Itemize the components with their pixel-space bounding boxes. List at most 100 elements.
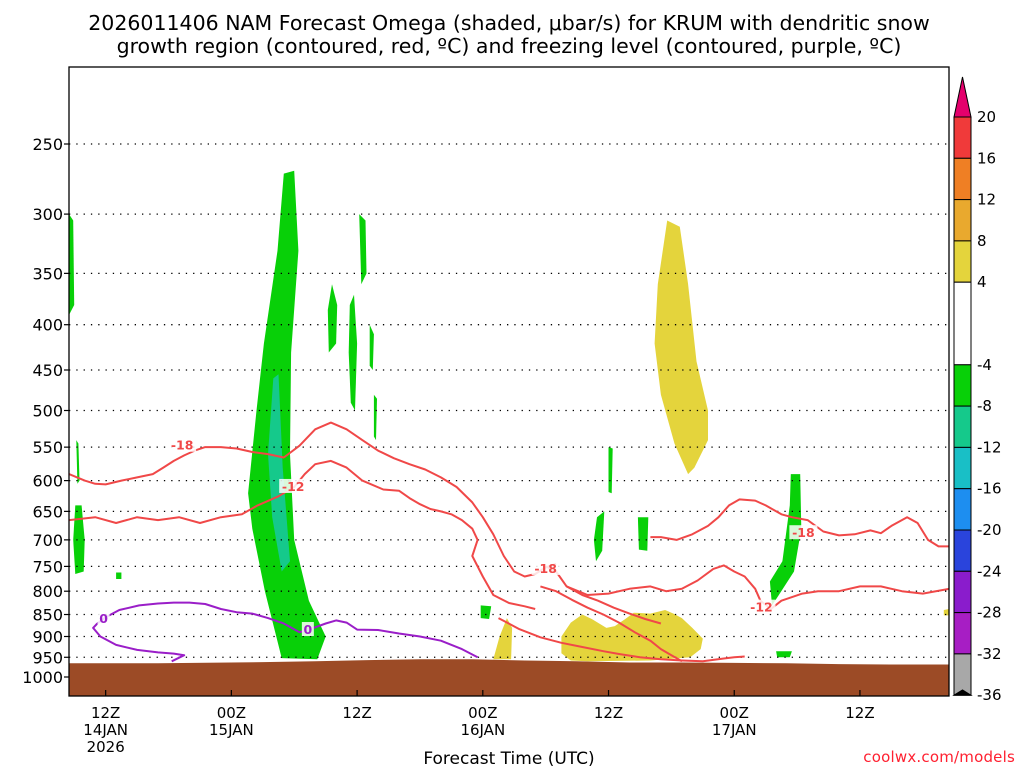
dgz-contour-3 (498, 617, 745, 663)
colorbar-bin-13 (953, 653, 972, 696)
y-tick-label-750: 750 (32, 557, 63, 576)
omega-region-upward-motion-mid-cell-2 (369, 324, 374, 370)
dgz-contour-2 (540, 585, 683, 663)
omega-region-upward-motion-mid-cell-3 (373, 394, 377, 441)
contour-label-1: -12 (282, 479, 305, 494)
colorbar-bin-4 (953, 240, 972, 283)
omega-region-upward-motion-left-edge (69, 214, 75, 315)
omega-region-upward-motion-tiny-blob (116, 572, 122, 579)
colorbar-label-9: -20 (977, 521, 1002, 539)
colorbar-label-5: -4 (977, 356, 992, 374)
colorbar-label-0: 20 (977, 108, 996, 126)
omega-region-subsidence-low-dome (561, 610, 703, 662)
x-tick-label-5-0: 00Z (720, 704, 749, 722)
colorbar-label-12: -32 (977, 645, 1002, 663)
freezing-level-contour-1 (92, 622, 186, 663)
omega-region-upward-motion-main-column (248, 170, 326, 660)
colorbar-label-3: 8 (977, 232, 987, 250)
colorbar-label-7: -12 (977, 438, 1002, 456)
x-axis-title: Forecast Time (UTC) (423, 749, 594, 768)
y-tick-label-850: 850 (32, 606, 63, 625)
dgz-contour-6 (650, 498, 949, 548)
colorbar-bottom-arrow (952, 689, 973, 696)
colorbar-bin-7 (953, 405, 972, 448)
omega-shading-layer (69, 170, 949, 662)
y-tick-label-400: 400 (32, 316, 63, 335)
y-tick-label-950: 950 (32, 648, 63, 667)
x-tick-label-0-0: 12Z (91, 704, 120, 722)
colorbar-bin-5 (953, 281, 972, 366)
contour-label-3: -18 (792, 525, 815, 540)
x-tick-label-5-1: 17JAN (712, 721, 757, 739)
x-tick-label-4-0: 12Z (594, 704, 623, 722)
contour-label-6: 0 (99, 611, 108, 626)
x-tick-label-6-0: 12Z (845, 704, 874, 722)
omega-region-upward-motion-lower-cell (480, 605, 492, 619)
dgz-contour-5 (566, 564, 949, 610)
chart-title-line-1: 2026011406 NAM Forecast Omega (shaded, μ… (88, 11, 930, 35)
colorbar-label-11: -28 (977, 604, 1002, 622)
omega-region-upward-motion-embedded-core (268, 374, 290, 572)
x-tick-label-1-0: 00Z (217, 704, 246, 722)
y-tick-label-650: 650 (32, 502, 63, 521)
y-tick-label-800: 800 (32, 582, 63, 601)
contour-label-bg-5 (747, 599, 776, 614)
x-tick-label-0-1: 14JAN (83, 721, 128, 739)
ground-terrain (69, 659, 949, 696)
credit-link[interactable]: coolwx.com/models (863, 748, 1015, 766)
y-tick-label-500: 500 (32, 402, 63, 421)
chart-title-line-2: growth region (contoured, red, ºC) and f… (117, 34, 902, 58)
y-axis-ticks: 250 300 350 400 450 500 550 600 650 700 750 800 850 9… (22, 135, 69, 687)
y-tick-label-1000: 1000 (22, 668, 63, 687)
omega-region-upward-motion-upper-cell (327, 284, 338, 353)
omega-region-upward-motion-thin-spike (608, 447, 613, 494)
colorbar-bin-8 (953, 446, 972, 490)
x-tick-label-2-0: 12Z (342, 704, 371, 722)
omega-region-upward-motion-west-low-2 (76, 440, 80, 484)
omega-region-subsidence-thin-column (493, 618, 513, 660)
dgz-contour-1 (69, 459, 536, 610)
contour-label-0: -18 (171, 438, 194, 453)
colorbar-bin-11 (953, 570, 972, 614)
colorbar-label-4: 4 (977, 273, 987, 291)
x-tick-label-0-2: 2026 (87, 738, 125, 756)
colorbar-bin-6 (953, 364, 972, 407)
colorbar-label-13: -36 (977, 686, 1002, 704)
y-tick-label-900: 900 (32, 627, 63, 646)
contour-label-bg-6 (97, 611, 110, 626)
contour-label-bg-0 (168, 437, 197, 452)
omega-region-subsidence-upper-plume (654, 220, 708, 475)
colorbar-label-8: -16 (977, 480, 1002, 498)
y-tick-label-250: 250 (32, 135, 63, 154)
omega-region-upward-motion-west-low-1 (73, 505, 85, 574)
omega-region-upward-motion-cell-b (637, 517, 649, 551)
pressure-gridlines (69, 143, 949, 678)
y-tick-label-700: 700 (32, 531, 63, 550)
omega-region-upward-motion-upper-cell-2 (359, 214, 367, 285)
contour-label-2: -18 (534, 561, 557, 576)
contour-label-bg-7 (301, 622, 314, 637)
dgz-contour-4 (545, 565, 662, 625)
contour-label-bg-3 (789, 525, 818, 540)
x-tick-label-1-1: 15JAN (209, 721, 254, 739)
colorbar-label-2: 12 (977, 191, 996, 209)
y-tick-label-450: 450 (32, 361, 63, 380)
colorbar-bin-10 (953, 529, 972, 572)
x-tick-label-3-0: 00Z (468, 704, 497, 722)
omega-region-upward-motion-small-blob (776, 651, 792, 658)
colorbar-label-1: 16 (977, 149, 996, 167)
contour-label-bg-2 (531, 560, 560, 575)
ground-layer (69, 659, 949, 696)
y-tick-label-300: 300 (32, 205, 63, 224)
colorbar-bin-1 (953, 116, 972, 159)
y-tick-label-600: 600 (32, 472, 63, 491)
y-tick-label-350: 350 (32, 264, 63, 283)
colorbar-bin-12 (953, 612, 972, 655)
colorbar-bin-2 (953, 157, 972, 201)
contour-label-7: 0 (304, 622, 313, 637)
contour-label-bg-1 (279, 478, 308, 493)
contour-layer: -18 -12 -18 -18 -12 0 0 (69, 421, 949, 663)
dgz-contour-0 (69, 421, 557, 578)
